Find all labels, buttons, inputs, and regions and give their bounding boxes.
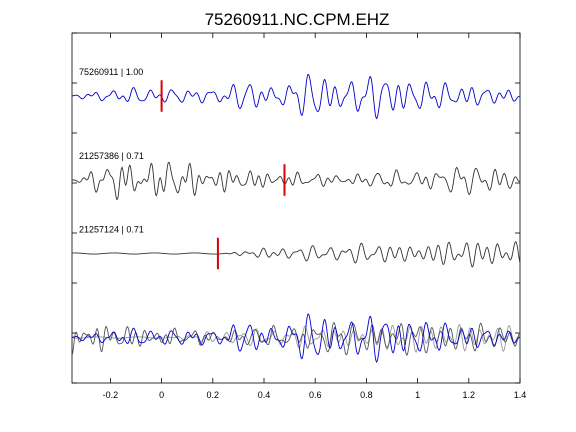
trace-label-3: 21257124 | 0.71 [79,225,144,235]
axis-ticks: -0.2 0 0.2 0.4 0.6 0.8 1 1.2 1.4 [72,32,527,400]
waveform-traces [71,74,521,363]
x-tick-label: 0.8 [360,390,373,400]
trace-label-2: 21257386 | 0.71 [79,151,144,161]
x-tick-label: 1 [415,390,420,400]
plot-frame [71,32,521,384]
x-tick-label: 1.4 [514,390,527,400]
trace-3 [71,240,521,268]
x-tick-label: 0 [159,390,164,400]
overlay-trace-1 [71,313,521,363]
trace-1 [71,74,521,120]
x-tick-label: 1.2 [463,390,476,400]
overlay-trace-3 [71,323,521,353]
trace-2 [71,161,521,201]
x-tick-label: 0.2 [207,390,220,400]
overlay-trace-2 [71,321,521,356]
trace-labels: 75260911 | 1.00 21257386 | 0.71 21257124 |… [79,67,144,235]
trace-label-1: 75260911 | 1.00 [79,67,143,77]
x-tick-label: -0.2 [103,390,119,400]
chart-title: 75260911.NC.CPM.EHZ [205,10,390,29]
x-tick-label: 0.6 [309,390,322,400]
x-tick-label: 0.4 [258,390,271,400]
